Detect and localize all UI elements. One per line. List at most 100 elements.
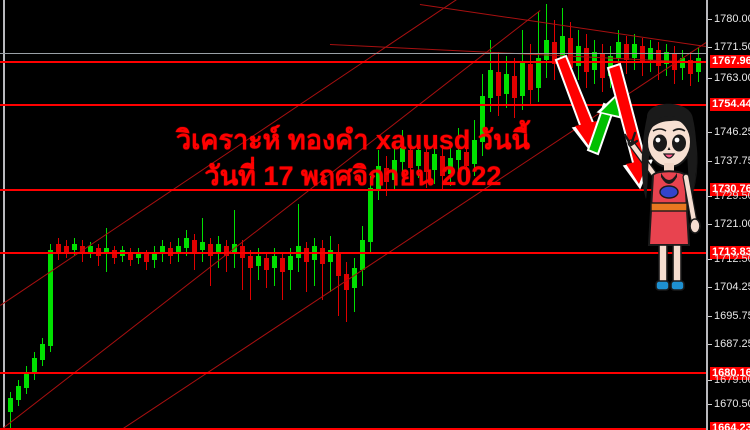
candle-body	[192, 240, 197, 252]
chart-plot-area[interactable]: วิเคราะห์ ทองคำ xauusd วันนี้ วันที่ 17 …	[0, 0, 706, 430]
candle	[336, 0, 342, 430]
axis-tick	[708, 380, 712, 381]
candle	[96, 0, 102, 430]
candle-body	[152, 252, 157, 260]
candle	[688, 0, 694, 430]
candle-body	[8, 398, 13, 412]
candle	[64, 0, 70, 430]
candle	[624, 0, 630, 430]
candle-body	[264, 258, 269, 270]
left-edge-scrollbar[interactable]	[3, 0, 5, 430]
candle-body	[304, 248, 309, 262]
candle-body	[696, 58, 701, 72]
candle-body	[688, 60, 693, 74]
candle-body	[328, 250, 333, 262]
price-badge: 1730.76	[710, 183, 750, 196]
mascot-right-arm	[682, 173, 701, 234]
candle	[592, 0, 598, 430]
candle	[168, 0, 174, 430]
price-level-line	[0, 53, 706, 54]
candle	[496, 0, 502, 430]
candle	[224, 0, 230, 430]
candle	[112, 0, 118, 430]
candle-wick	[202, 218, 203, 262]
candle	[208, 0, 214, 430]
candle-wick	[242, 240, 243, 290]
candle-body	[624, 44, 629, 60]
candle-body	[616, 42, 621, 58]
candle	[680, 0, 686, 430]
candle	[424, 0, 430, 430]
mascot-neck	[664, 163, 674, 171]
price-axis-label: 1679.00	[714, 374, 750, 386]
price-axis-label: 1721.00	[714, 218, 750, 230]
candle-body	[664, 52, 669, 64]
candle	[48, 0, 54, 430]
candle	[648, 0, 654, 430]
candle	[120, 0, 126, 430]
candle-body	[248, 256, 253, 268]
candle	[32, 0, 38, 430]
mascot-brow-left	[652, 128, 667, 132]
headline-line-1: วิเคราะห์ ทองคำ xauusd วันนี้	[176, 125, 530, 155]
candle	[440, 0, 446, 430]
candle	[136, 0, 142, 430]
mascot-dress-neckline	[661, 173, 677, 184]
axis-tick	[708, 316, 712, 317]
price-axis[interactable]: 1780.00 1771.50 1767.96 1763.00 1754.44 1746.…	[706, 0, 750, 430]
candle-body	[520, 62, 525, 96]
candle	[72, 0, 78, 430]
candle-body	[600, 54, 605, 78]
candle	[456, 0, 462, 430]
candle-body	[536, 58, 541, 88]
candle	[608, 0, 614, 430]
price-axis-label: 1737.75	[714, 155, 750, 167]
candle	[384, 0, 390, 430]
candle	[448, 0, 454, 430]
mascot-shoe-left	[655, 280, 670, 291]
candle	[288, 0, 294, 430]
candle-body	[560, 36, 565, 62]
price-axis-label: 1771.50	[714, 41, 750, 53]
price-level-line	[0, 104, 706, 106]
price-axis-line	[706, 0, 708, 430]
candle-body	[376, 166, 381, 190]
price-badge: 1680.16	[710, 367, 750, 380]
candle-body	[16, 386, 21, 400]
candle-body	[360, 240, 365, 270]
candle	[264, 0, 270, 430]
candle	[312, 0, 318, 430]
mascot-leg-right	[672, 244, 682, 284]
candle-body	[448, 158, 453, 174]
candle-body	[368, 188, 373, 242]
price-level-line	[0, 372, 706, 374]
candle	[352, 0, 358, 430]
candle-body	[216, 244, 221, 254]
candle	[248, 0, 254, 430]
axis-tick	[708, 287, 712, 288]
candle	[488, 0, 494, 430]
candle	[376, 0, 382, 430]
mascot-eye-right	[672, 134, 686, 152]
candle-body	[632, 44, 637, 58]
candle-body	[544, 40, 549, 60]
candle-wick	[210, 238, 211, 286]
mascot-hair-side-left	[641, 129, 647, 199]
price-axis-label: 1746.25	[714, 126, 750, 138]
candle-body	[480, 96, 485, 142]
price-level-line	[0, 252, 706, 254]
price-level-line	[0, 189, 706, 191]
candle	[192, 0, 198, 430]
price-axis-label: 1729.50	[714, 190, 750, 202]
candle-body	[136, 252, 141, 258]
candle-body	[128, 252, 133, 260]
candle	[128, 0, 134, 430]
price-badge: 1767.96	[710, 55, 750, 68]
candle-body	[144, 254, 149, 262]
candle	[328, 0, 334, 430]
price-axis-label: 1695.75	[714, 310, 750, 322]
candle-body	[224, 246, 229, 256]
candle	[544, 0, 550, 430]
candle-body	[384, 168, 389, 182]
candle	[160, 0, 166, 430]
